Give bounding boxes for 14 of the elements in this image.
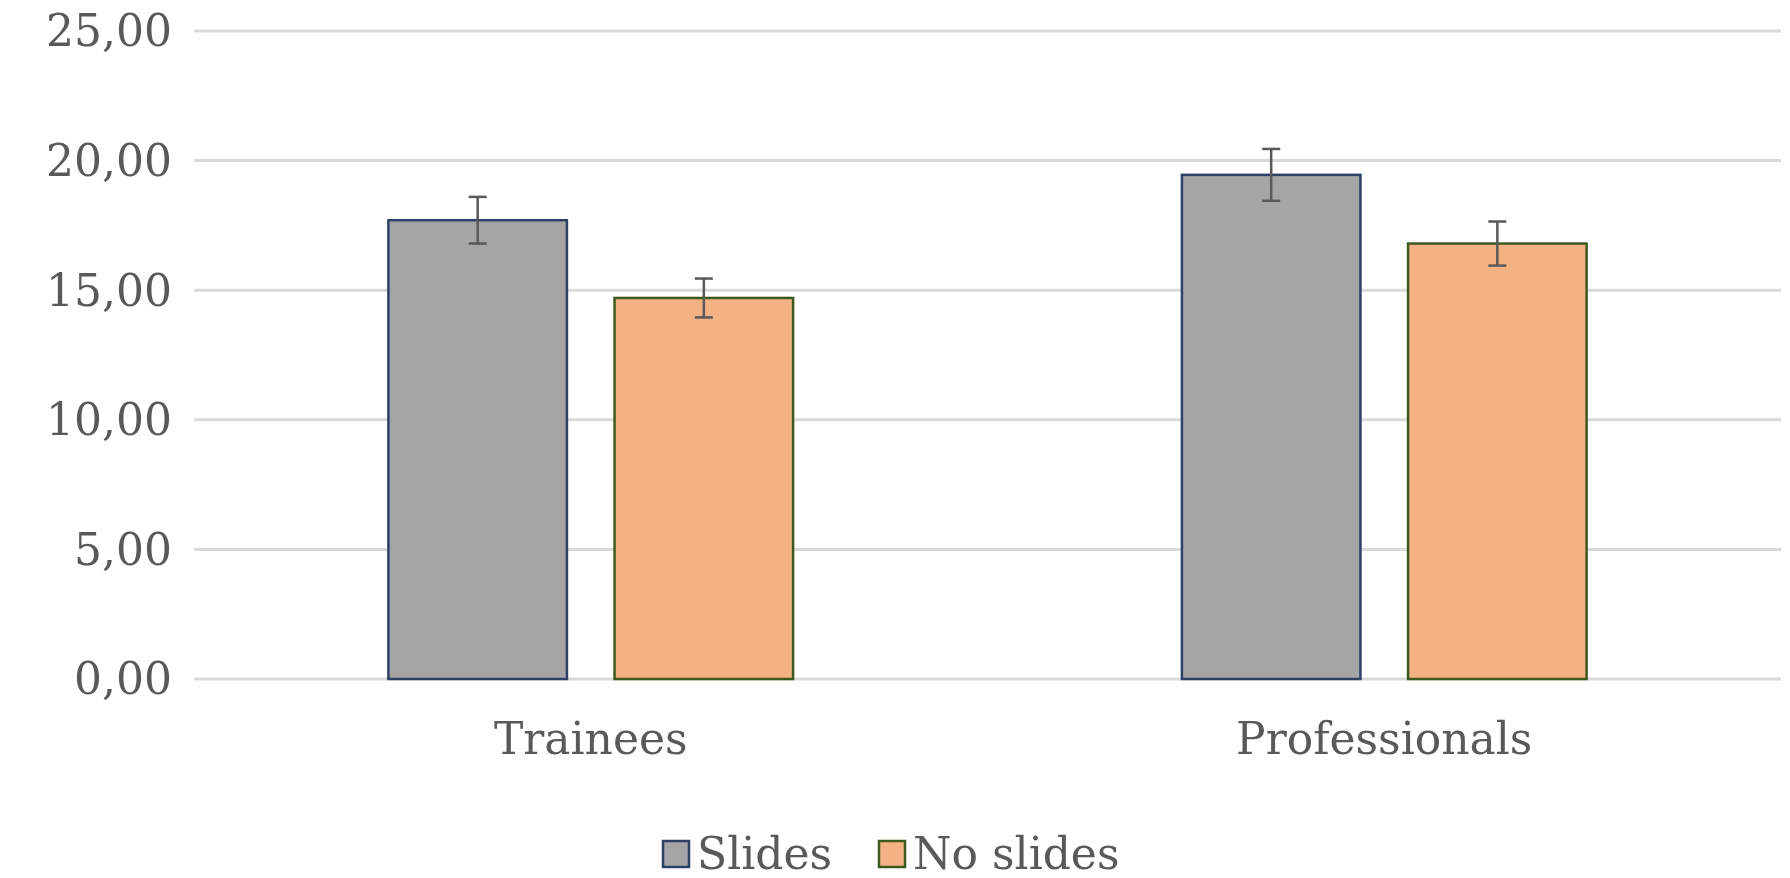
bar (1406, 242, 1588, 681)
y-tick-label: 20,00 (46, 135, 172, 186)
x-tick-label: Trainees (493, 713, 688, 764)
y-tick-label: 0,00 (74, 653, 172, 705)
legend-label: Slides (697, 828, 833, 878)
x-tick-label: Professionals (1236, 713, 1533, 764)
y-tick-label: 5,00 (74, 523, 172, 575)
bar (613, 296, 795, 681)
bar (1180, 173, 1362, 681)
bar (387, 218, 569, 681)
legend-label: No slides (913, 828, 1120, 878)
y-tick-label: 15,00 (46, 264, 172, 316)
y-tick-label: 25,00 (46, 5, 172, 57)
y-tick-label: 10,00 (46, 394, 172, 446)
